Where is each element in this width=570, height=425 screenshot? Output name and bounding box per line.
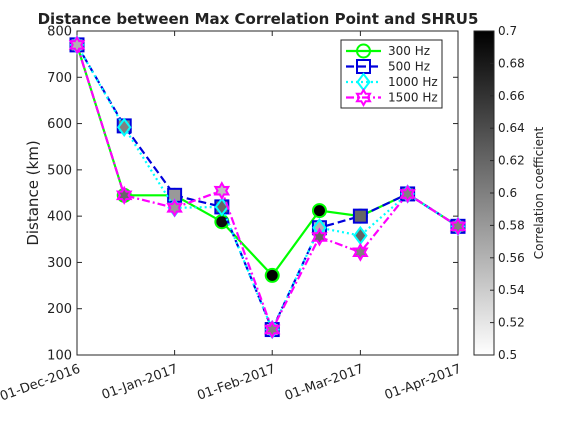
y-tick-label: 400 [47, 210, 72, 225]
y-tick-label: 700 [47, 71, 72, 86]
chart-title: Distance between Max Correlation Point a… [38, 10, 479, 28]
colorbar-tick-label: 0.7 [498, 24, 517, 38]
colorbar-tick-label: 0.66 [498, 89, 525, 103]
y-tick-label: 500 [47, 163, 72, 178]
data-point [449, 216, 467, 236]
data-point [213, 181, 231, 201]
data-point [311, 227, 328, 247]
colorbar-tick-label: 0.56 [498, 251, 525, 265]
y-axis-label: Distance (km) [24, 140, 42, 245]
series-1500-hz [68, 35, 467, 340]
data-point [355, 87, 372, 108]
y-tick-label: 600 [47, 117, 72, 132]
x-tick-label: 01-Feb-2017 [195, 362, 277, 404]
legend-label: 1500 Hz [388, 91, 438, 105]
data-point [116, 117, 132, 137]
colorbar-tick-label: 0.54 [498, 283, 525, 297]
data-point [68, 35, 86, 55]
legend-label: 500 Hz [388, 60, 430, 74]
y-tick-label: 200 [47, 302, 72, 317]
colorbar-tick-label: 0.58 [498, 218, 525, 232]
data-point [214, 214, 230, 230]
colorbar: 0.5 0.52 0.54 0.56 0.58 0.6 0.62 0.64 0.66 0.68 0.… [473, 24, 525, 362]
x-tick-label: 01-Dec-2016 [0, 362, 82, 405]
data-point [399, 184, 416, 204]
colorbar-label: Correlation coefficient [532, 126, 546, 259]
legend-label: 300 Hz [388, 44, 430, 58]
colorbar-tick-label: 0.6 [498, 186, 517, 200]
data-point [166, 198, 183, 218]
data-point [115, 185, 133, 205]
data-point [353, 225, 368, 246]
y-tick-label: 800 [47, 25, 72, 40]
data-point [263, 320, 281, 340]
colorbar-tick-label: 0.68 [498, 56, 525, 70]
colorbar-tick-label: 0.64 [498, 121, 525, 135]
x-tick-label: 01-Jan-2017 [100, 362, 180, 403]
y-tick-label: 100 [47, 349, 72, 364]
x-tick-label: 01-Apr-2017 [383, 362, 464, 404]
data-point [311, 203, 327, 219]
data-point [352, 208, 368, 224]
colorbar-tick-label: 0.5 [498, 348, 517, 362]
data-point [356, 43, 371, 59]
colorbar-tick-label: 0.62 [498, 154, 525, 168]
data-point [264, 267, 280, 283]
legend-label: 1000 Hz [388, 75, 438, 89]
series-line [76, 44, 459, 331]
data-point [352, 242, 369, 262]
colorbar-tick-label: 0.52 [498, 316, 525, 330]
x-tick-label: 01-Mar-2017 [283, 362, 366, 404]
axes-box [76, 30, 459, 356]
y-tick-label: 300 [47, 256, 72, 271]
